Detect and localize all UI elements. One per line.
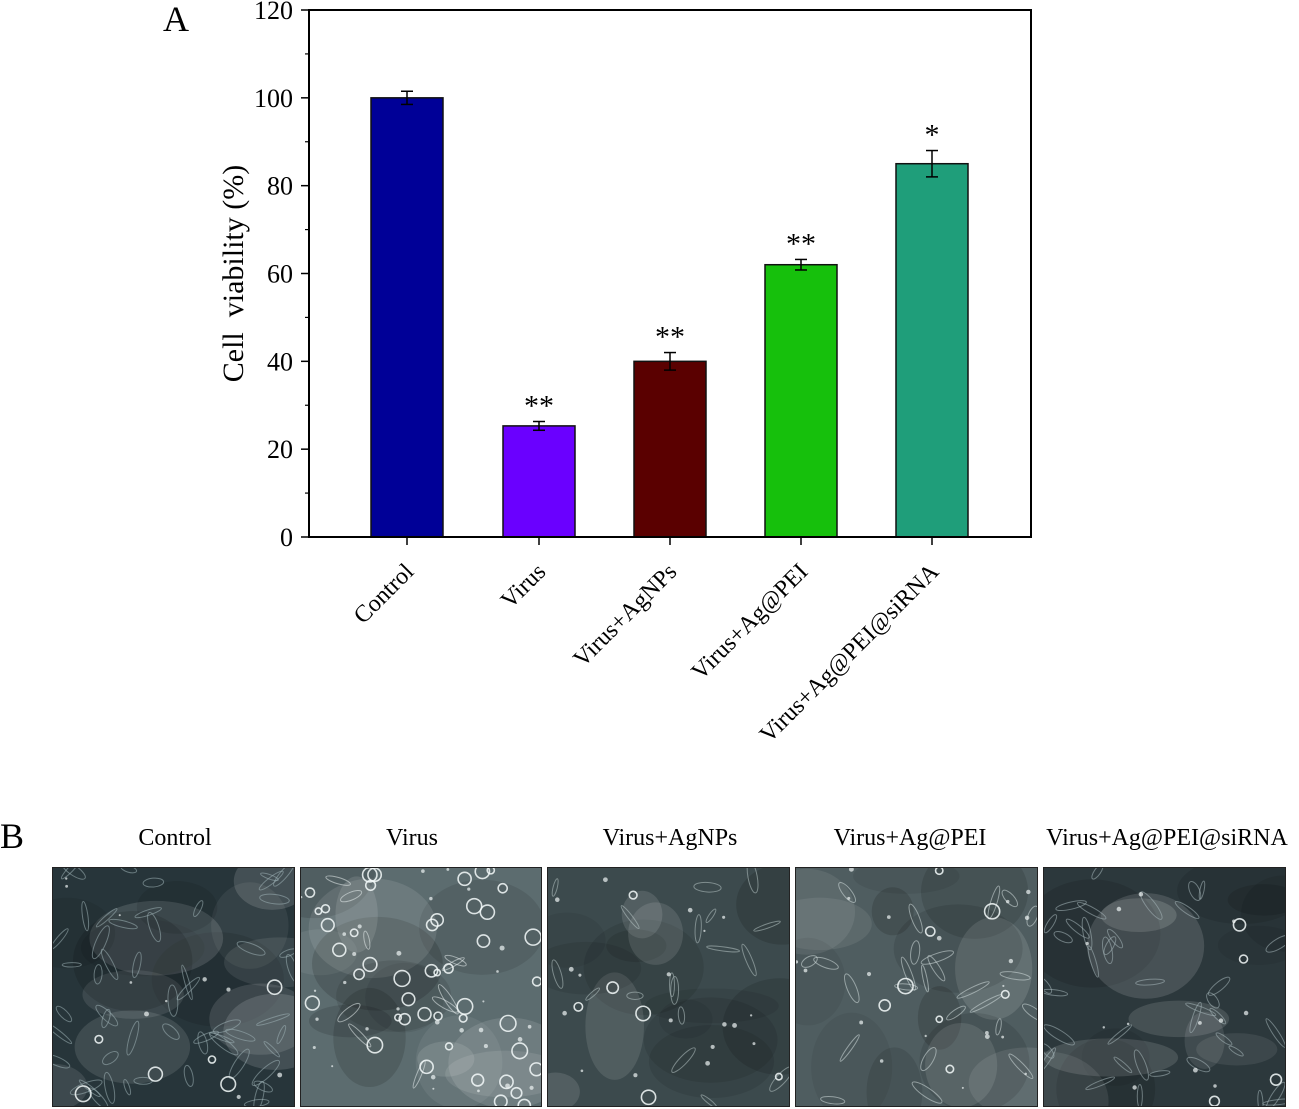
micrograph-virus-ag-pei-sirna	[1043, 867, 1286, 1107]
y-tick-label-2: 40	[267, 347, 293, 376]
image-label-control: Control	[138, 825, 212, 851]
image-label-virus-agnps: Virus+AgNPs	[602, 825, 738, 851]
significance-mark-4: *	[925, 119, 940, 152]
micrograph-image	[1044, 868, 1285, 1106]
y-tick-label-5: 100	[254, 84, 293, 113]
image-label-virus-ag-pei: Virus+Ag@PEI	[833, 825, 987, 851]
y-tick-label-3: 60	[267, 260, 293, 289]
micrograph-virus	[300, 867, 542, 1107]
panel-a-letter: A	[163, 0, 189, 39]
significance-mark-3: **	[786, 227, 816, 260]
image-label-virus: Virus	[386, 825, 438, 851]
micrograph-image	[548, 868, 789, 1106]
bar-0	[370, 97, 444, 538]
x-tick-label-1: Virus	[496, 559, 551, 614]
y-tick-label-1: 20	[267, 435, 293, 464]
bar-3	[764, 263, 838, 538]
bar-1	[502, 425, 576, 538]
micrograph-image	[796, 868, 1037, 1106]
y-tick-label-4: 80	[267, 172, 293, 201]
significance-mark-1: **	[524, 389, 554, 422]
x-tick-label-2: Virus+AgNPs	[569, 559, 683, 673]
micrograph-image	[53, 868, 294, 1106]
bar-chart: Control ** Virus ** Virus+AgNPs ** Virus+Ag@PE…	[217, 0, 1032, 748]
bar-2	[633, 360, 707, 538]
x-tick-label-0: Control	[349, 559, 419, 629]
micrograph-virus-ag-pei	[795, 867, 1038, 1107]
panel-b-letter: B	[0, 816, 25, 856]
y-axis-label: Cell viability (%)	[217, 165, 250, 382]
image-label-virus-ag-pei-sirna: Virus+Ag@PEI@siRNA	[1046, 825, 1288, 851]
y-tick-label-6: 120	[254, 0, 293, 25]
micrograph-image	[301, 868, 541, 1106]
micrograph-control	[52, 867, 295, 1107]
y-tick-label-0: 0	[280, 523, 293, 552]
micrograph-virus-agnps	[547, 867, 790, 1107]
x-tick-label-3: Virus+Ag@PEI	[687, 559, 813, 685]
bar-4	[895, 162, 969, 538]
significance-mark-2: **	[655, 321, 685, 354]
